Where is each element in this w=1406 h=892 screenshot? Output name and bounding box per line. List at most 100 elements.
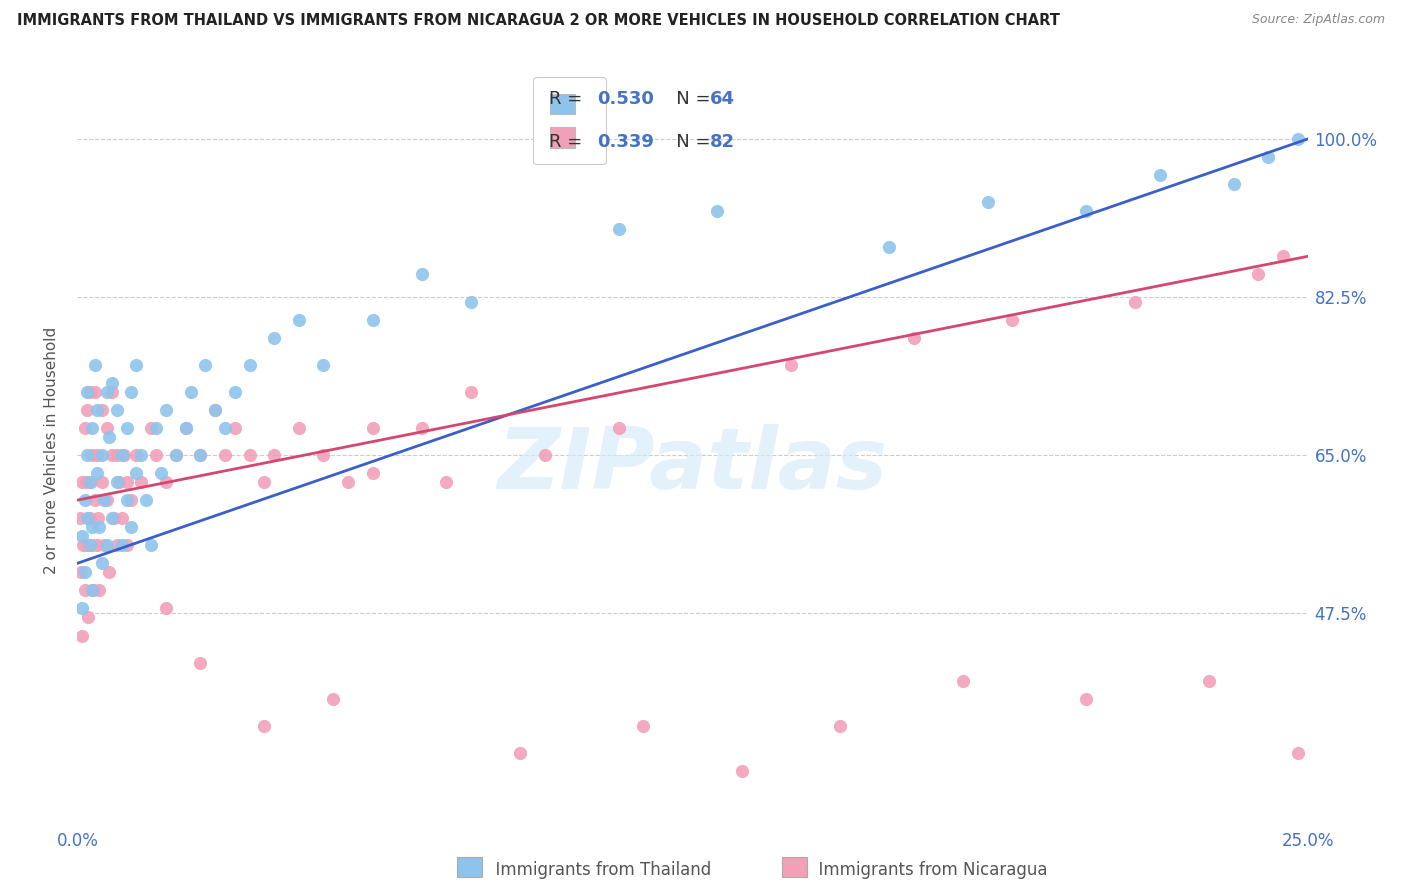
Point <box>112 448 135 462</box>
Point <box>70 475 93 489</box>
Text: R =: R = <box>550 134 588 152</box>
Point <box>115 493 138 508</box>
Point <box>86 448 108 462</box>
Point <box>90 475 114 489</box>
Point <box>105 448 128 462</box>
Point <box>73 493 96 508</box>
Point <box>76 384 98 399</box>
Point <box>194 358 217 372</box>
Point <box>73 421 96 435</box>
FancyBboxPatch shape <box>782 857 807 877</box>
Point <box>75 475 97 489</box>
Point <box>108 475 131 489</box>
Text: Source: ZipAtlas.com: Source: ZipAtlas.com <box>1251 13 1385 27</box>
Point <box>70 529 93 543</box>
Point <box>73 566 96 580</box>
Point <box>101 511 124 525</box>
Point <box>214 448 236 462</box>
Point <box>105 402 128 417</box>
Point <box>145 448 167 462</box>
Point <box>780 358 803 372</box>
Legend: , : , <box>533 78 606 164</box>
Point <box>361 421 384 435</box>
Point <box>93 538 115 552</box>
Point <box>830 719 852 733</box>
Point <box>96 538 118 552</box>
Text: IMMIGRANTS FROM THAILAND VS IMMIGRANTS FROM NICARAGUA 2 OR MORE VEHICLES IN HOUS: IMMIGRANTS FROM THAILAND VS IMMIGRANTS F… <box>17 13 1060 29</box>
Point <box>204 402 226 417</box>
Point <box>288 421 311 435</box>
Point <box>82 520 104 534</box>
Point <box>190 448 212 462</box>
Point <box>180 384 202 399</box>
Point <box>70 566 93 580</box>
Point <box>879 240 901 254</box>
Point <box>82 421 104 435</box>
Point <box>72 538 94 552</box>
Point <box>77 610 100 624</box>
Point <box>83 384 105 399</box>
Point <box>509 746 531 760</box>
Point <box>87 511 110 525</box>
Point <box>145 421 167 435</box>
Point <box>411 421 433 435</box>
Point <box>76 511 98 525</box>
Point <box>607 222 630 236</box>
Point <box>312 448 335 462</box>
Point <box>98 566 121 580</box>
Point <box>436 475 458 489</box>
Text: 0.339: 0.339 <box>598 134 654 152</box>
Text: Immigrants from Thailand: Immigrants from Thailand <box>485 861 711 879</box>
Point <box>239 358 262 372</box>
Point <box>337 475 360 489</box>
Point <box>80 475 103 489</box>
Point <box>90 402 114 417</box>
Text: ZIPatlas: ZIPatlas <box>498 424 887 507</box>
Point <box>90 557 114 571</box>
Point <box>79 538 101 552</box>
Point <box>141 421 163 435</box>
Point <box>1198 673 1220 688</box>
Point <box>121 493 143 508</box>
Text: N =: N = <box>659 90 716 108</box>
Point <box>141 538 163 552</box>
Point <box>174 421 197 435</box>
Text: R =: R = <box>550 90 588 108</box>
Point <box>288 312 311 326</box>
Point <box>1076 691 1098 706</box>
Point <box>706 204 728 219</box>
Point <box>361 312 384 326</box>
Point <box>190 448 212 462</box>
Point <box>1223 177 1246 191</box>
Point <box>224 384 246 399</box>
Point <box>89 583 111 598</box>
Point <box>111 538 134 552</box>
Point <box>131 448 153 462</box>
Point <box>125 466 148 480</box>
Point <box>1272 249 1295 263</box>
Point <box>263 330 285 344</box>
Point <box>101 448 124 462</box>
Point <box>460 384 482 399</box>
Point <box>70 601 93 615</box>
Point <box>633 719 655 733</box>
Point <box>98 430 121 444</box>
Point <box>361 466 384 480</box>
Point <box>115 421 138 435</box>
Point <box>977 195 1000 210</box>
Point <box>131 475 153 489</box>
Point <box>903 330 925 344</box>
Point <box>105 475 128 489</box>
Point <box>105 538 128 552</box>
Point <box>190 656 212 670</box>
Point <box>253 475 276 489</box>
Point <box>82 538 104 552</box>
Point <box>86 466 108 480</box>
Point <box>76 538 98 552</box>
Point <box>121 520 143 534</box>
Point <box>103 511 125 525</box>
Point <box>115 538 138 552</box>
Point <box>165 448 187 462</box>
Point <box>115 475 138 489</box>
Point <box>69 511 91 525</box>
